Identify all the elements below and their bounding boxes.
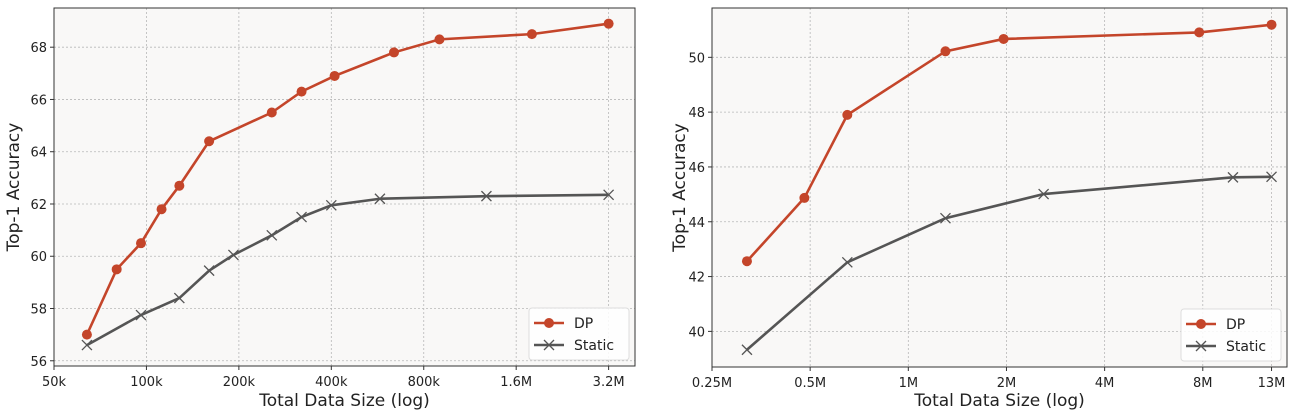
y-tick-label: 50 <box>688 51 705 66</box>
legend-label: DP <box>1226 317 1245 333</box>
legend-box <box>528 307 630 361</box>
x-tick-label: 1.6M <box>500 375 532 390</box>
data-point-dp <box>174 180 185 191</box>
plot-background <box>54 8 635 366</box>
data-point-static <box>227 249 239 261</box>
x-tick-label: 200k <box>223 375 256 390</box>
y-tick-label: 58 <box>30 303 47 318</box>
y-axis-label: Top-1 Accuracy <box>4 123 24 253</box>
x-tick-label: 800k <box>408 375 441 390</box>
y-axis-label: Top-1 Accuracy <box>670 123 690 253</box>
data-point-static <box>1227 171 1239 183</box>
x-tick-label: 50k <box>42 375 67 390</box>
x-tick-label: 13M <box>1258 376 1286 391</box>
x-tick-label: 3.2M <box>593 375 625 390</box>
x-tick-label: 0.5M <box>794 376 826 391</box>
data-point-dp <box>204 136 215 147</box>
y-tick-label: 68 <box>30 41 47 56</box>
chart-2: 0.25M 0.5M 1M 2M 4M 8M 13M 40 42 44 46 48 50 Total Da… <box>670 7 1288 411</box>
y-tick-label: 40 <box>688 325 705 340</box>
data-point-dp <box>799 192 810 203</box>
plot-frame <box>53 7 636 367</box>
chart-1: 50k 100k 200k 400k 800k 1.6M 3.2M 56 58 60 62 64 66 6… <box>4 7 636 411</box>
y-tick-label: 64 <box>30 146 47 161</box>
y-tick-label: 56 <box>30 355 47 370</box>
data-point-dp <box>940 46 951 57</box>
y-tick-label: 46 <box>688 161 705 176</box>
data-point-static <box>135 309 147 321</box>
data-point-static <box>1266 171 1277 183</box>
x-tick-label: 0.25M <box>692 376 732 391</box>
plot-background <box>712 8 1287 367</box>
legend: DP Static <box>1180 308 1282 362</box>
data-point-dp <box>998 33 1009 44</box>
y-tick-label: 42 <box>688 271 705 286</box>
data-point-static <box>81 339 93 351</box>
data-point-static <box>203 265 215 277</box>
data-point-static <box>940 212 951 224</box>
data-point-dp <box>81 329 92 340</box>
data-point-dp <box>434 34 445 45</box>
data-point-dp <box>329 70 340 81</box>
data-point-static <box>325 199 337 211</box>
data-point-static <box>374 193 386 205</box>
legend-marker-x <box>543 339 555 351</box>
y-tick-label: 66 <box>30 93 47 108</box>
legend-box <box>1180 308 1282 362</box>
x-tick-label: 8M <box>1193 376 1213 391</box>
x-tick-label: 100k <box>130 375 163 390</box>
y-tick-label: 60 <box>30 250 47 265</box>
x-tick-label: 2M <box>997 376 1017 391</box>
data-point-static <box>841 256 853 268</box>
x-tick-label: 4M <box>1095 376 1115 391</box>
x-axis-label: Total Data Size (log) <box>258 391 430 411</box>
data-point-dp <box>1194 27 1205 38</box>
y-tick-label: 62 <box>30 198 47 213</box>
data-point-dp <box>741 256 752 267</box>
data-point-dp <box>603 18 614 29</box>
data-point-dp <box>526 29 537 40</box>
data-point-dp <box>111 264 122 275</box>
x-axis-label: Total Data Size (log) <box>913 391 1085 411</box>
data-point-dp <box>135 238 146 249</box>
data-point-static <box>1038 188 1050 200</box>
data-point-static <box>266 229 278 241</box>
data-point-dp <box>1266 19 1277 30</box>
legend-marker-circle <box>544 318 554 328</box>
legend-marker-x <box>1195 340 1207 352</box>
data-point-static <box>603 189 615 201</box>
data-point-dp <box>842 109 853 120</box>
data-point-dp <box>156 204 167 215</box>
legend-label: DP <box>574 316 593 332</box>
y-tick-label: 48 <box>688 106 705 121</box>
legend-label: Static <box>574 338 614 354</box>
legend: DP Static <box>528 307 630 361</box>
series-line-static <box>746 175 1272 351</box>
legend-label: Static <box>1226 339 1266 355</box>
data-point-dp <box>296 86 307 97</box>
data-point-static <box>173 292 185 304</box>
x-tick-label: 1M <box>899 376 919 391</box>
data-point-dp <box>388 47 399 58</box>
data-point-static <box>296 211 308 223</box>
plot-frame <box>711 7 1288 368</box>
data-point-dp <box>266 107 277 118</box>
data-point-static <box>741 344 753 356</box>
legend-marker-circle <box>1196 319 1206 329</box>
data-point-static <box>480 190 492 202</box>
x-tick-label: 400k <box>315 375 348 390</box>
y-tick-label: 44 <box>688 216 705 231</box>
